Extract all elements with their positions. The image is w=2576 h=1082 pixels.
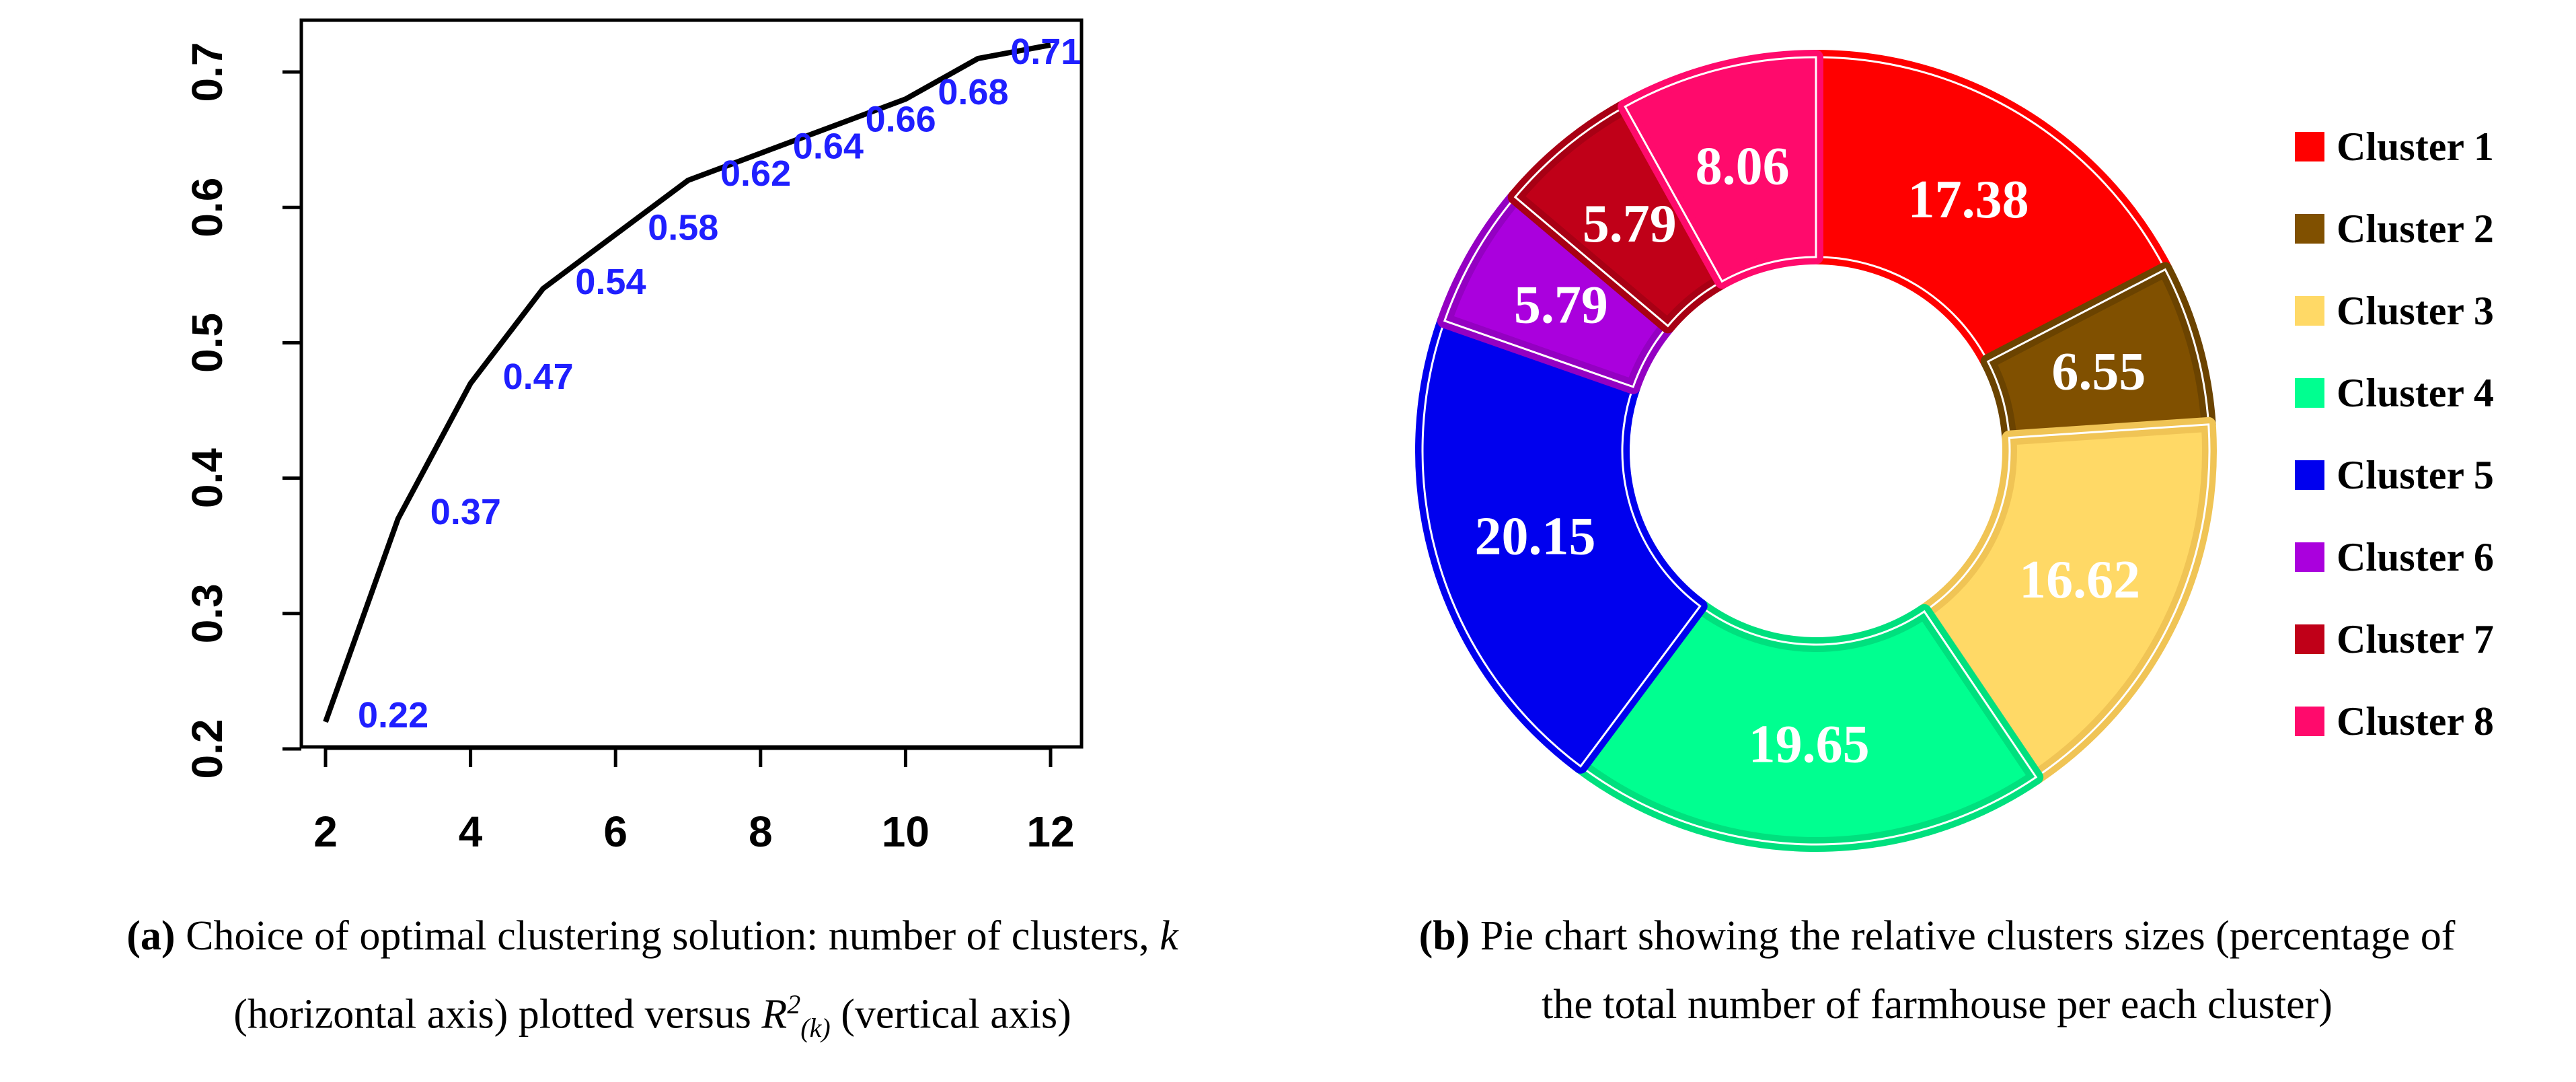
caption-b-line2: the total number of farmhouse per each c… [1542, 982, 2333, 1027]
slice-value-label: 17.38 [1908, 170, 2029, 229]
line-chart: 2 4 6 8 10 120.20.30.40.50.60.7 0.220.370.470… [183, 18, 1084, 856]
donut-slice-border [1421, 319, 1702, 768]
x-tick-label: 4 [459, 807, 483, 856]
caption-a-sub: (k) [800, 1013, 831, 1044]
caption-a-sup: 2 [787, 989, 801, 1019]
caption-a-line1: (a) Choice of optimal clustering solutio… [13, 902, 1291, 970]
donut-slice-border [1579, 604, 2038, 846]
y-tick-label: 0.6 [183, 178, 231, 238]
legend-label: Cluster 1 [2337, 124, 2494, 169]
legend-swatch [2295, 378, 2324, 408]
y-tick-label: 0.4 [183, 448, 231, 508]
caption-a-text1: Choice of optimal clustering solution: n… [186, 913, 1149, 959]
caption-b: (b) Pie chart showing the relative clust… [1305, 902, 2569, 1039]
point-label: 0.64 [793, 127, 864, 167]
x-tick-label: 6 [603, 807, 628, 856]
legend-label: Cluster 5 [2337, 453, 2494, 497]
legend-label: Cluster 3 [2337, 289, 2494, 333]
legend-label: Cluster 8 [2337, 699, 2494, 744]
plot-frame [299, 18, 1084, 749]
caption-b-tag: (b) [1418, 913, 1470, 959]
caption-a-text2: (horizontal axis) plotted versus [233, 991, 751, 1038]
caption-a: (a) Choice of optimal clustering solutio… [13, 902, 1291, 1062]
donut-slice-border [1815, 56, 2167, 363]
caption-a-var-k: k [1160, 913, 1178, 959]
point-labels: 0.22 0.37 0.47 0.540.580.620.640.660.680.71 [358, 32, 1081, 735]
legend-swatch [2295, 542, 2324, 572]
slice-value-label: 16.62 [2019, 550, 2140, 610]
legend-swatch [2295, 624, 2324, 654]
caption-b-line1: (b) Pie chart showing the relative clust… [1305, 902, 2569, 970]
slice-value-label: 5.79 [1514, 276, 1608, 335]
x-tick-label: 12 [1026, 807, 1074, 856]
slice-value-label: 8.06 [1696, 137, 1790, 196]
donut-chart: 17.38 6.55 16.62 19.65 20.15 5.79 5.79 8.06 [1415, 50, 2217, 852]
caption-b-text1: Pie chart showing the relative clusters … [1480, 913, 2456, 959]
legend-swatch [2295, 460, 2324, 490]
slice-value-label: 19.65 [1749, 715, 1870, 774]
legend-swatch [2295, 214, 2324, 244]
legend-label: Cluster 2 [2337, 207, 2494, 251]
point-label: 0.58 [648, 207, 718, 248]
legend-label: Cluster 4 [2337, 371, 2494, 415]
legend-label: Cluster 7 [2337, 617, 2494, 661]
caption-a-tag: (a) [126, 913, 176, 959]
y-tick-label: 0.3 [183, 583, 231, 643]
legend-label: Cluster 6 [2337, 535, 2494, 579]
point-label: 0.71 [1010, 32, 1081, 72]
point-label: 0.37 [430, 492, 501, 532]
legend-swatch [2295, 707, 2324, 736]
point-label: 0.22 [358, 695, 428, 735]
x-tick-label: 2 [313, 807, 338, 856]
point-label: 0.66 [866, 99, 936, 139]
caption-a-var-r: R [761, 991, 788, 1038]
slice-value-label: 6.55 [2051, 342, 2146, 401]
point-label: 0.68 [938, 72, 1008, 112]
axis-ticks: 2 4 6 8 10 12 0.2 0.3 0.4 0.5 0.6 0.7 [183, 42, 1075, 856]
caption-a-line2: (horizontal axis) plotted versus R2(k) (… [13, 970, 1291, 1062]
slice-value-label: 5.79 [1583, 194, 1677, 254]
legend-swatch [2295, 132, 2324, 161]
legend: Cluster 1 Cluster 2 Cluster 3 Cluster 4 Clus… [2295, 124, 2494, 744]
slice-value-label: 20.15 [1475, 507, 1596, 567]
x-tick-label: 8 [749, 807, 773, 856]
point-label: 0.62 [720, 153, 791, 194]
x-tick-label: 10 [882, 807, 930, 856]
caption-a-text3: (vertical axis) [841, 991, 1071, 1038]
y-tick-label: 0.2 [183, 719, 231, 779]
y-tick-label: 0.5 [183, 313, 231, 373]
donut-slice-border [1922, 423, 2211, 779]
y-tick-label: 0.7 [183, 42, 231, 102]
legend-swatch [2295, 296, 2324, 326]
line-series [323, 42, 1051, 723]
point-label: 0.54 [575, 262, 646, 302]
point-label: 0.47 [503, 357, 574, 397]
donut-slice-border [1624, 56, 1817, 283]
